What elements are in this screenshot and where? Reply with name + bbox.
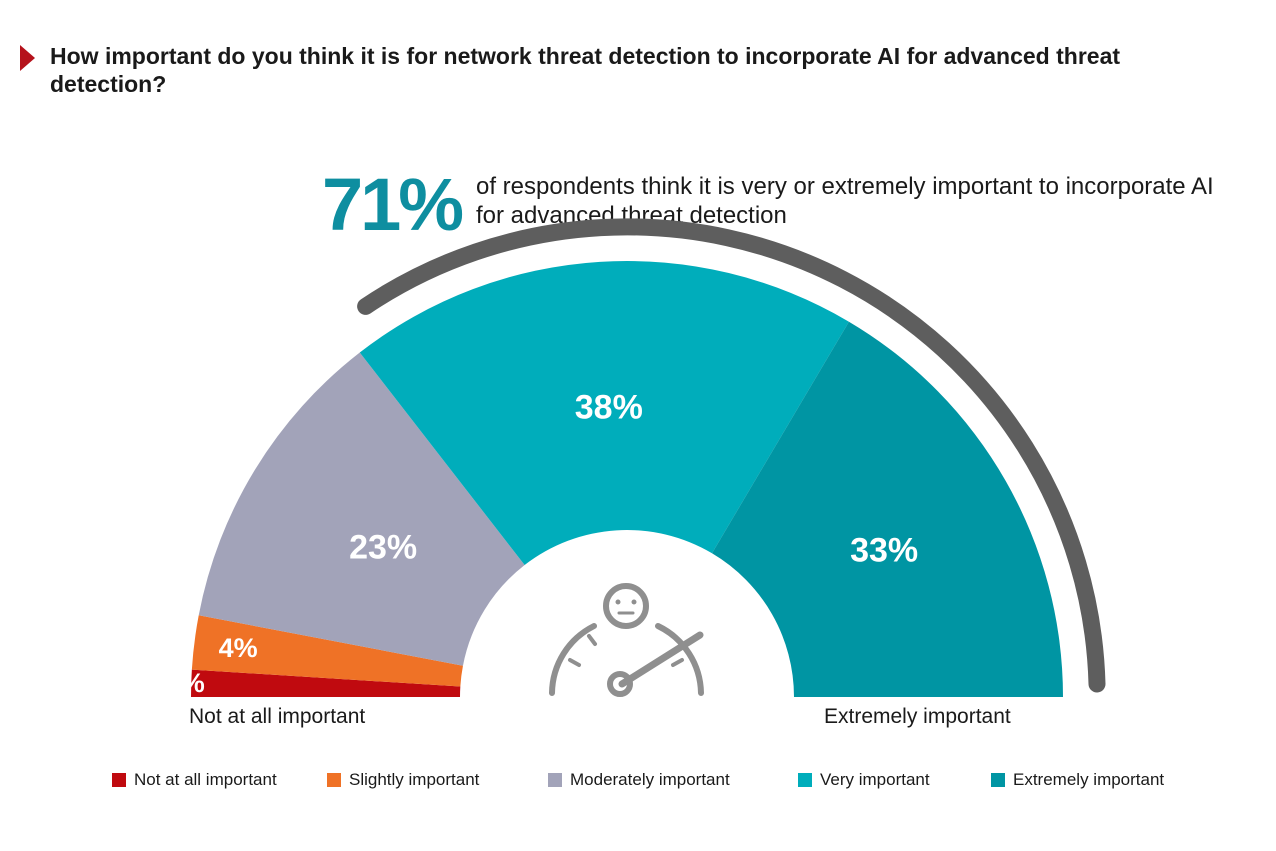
gauge-slices — [191, 260, 1063, 697]
gauge-end-label: Extremely important — [824, 705, 1011, 728]
legend-item-not-at-all: Not at all important — [112, 770, 277, 790]
legend-label: Not at all important — [134, 770, 277, 789]
slice-value-label: 4% — [219, 633, 258, 663]
highlight-value: 71% — [322, 163, 464, 246]
gauge-slice-3 — [198, 352, 525, 666]
legend-label: Moderately important — [570, 770, 730, 789]
gauge-slice-2 — [191, 615, 463, 687]
gauge-slice-5 — [712, 321, 1063, 697]
legend-label: Slightly important — [349, 770, 480, 789]
legend-swatch — [798, 773, 812, 787]
legend-label: Very important — [820, 770, 930, 789]
slice-value-label: 33% — [850, 531, 918, 569]
legend-swatch — [991, 773, 1005, 787]
legend-swatch — [112, 773, 126, 787]
slice-value-label: 2% — [166, 668, 205, 698]
legend-swatch — [327, 773, 341, 787]
bracket-arc — [357, 218, 1106, 693]
gauge-slice-labels: 2% 4% 23% 38% 33% — [166, 389, 918, 699]
highlight-text: of respondents think it is very or extre… — [476, 173, 1214, 229]
legend-item-extremely: Extremely important — [991, 770, 1164, 790]
slice-value-label: 38% — [575, 389, 643, 427]
gauge-slice-4 — [359, 260, 849, 566]
question-marker-icon — [20, 45, 35, 71]
gauge-slice-1 — [191, 669, 461, 697]
speedometer-smiley-icon — [549, 583, 704, 697]
gauge-start-label: Not at all important — [189, 705, 366, 728]
legend: Not at all important Slightly important … — [112, 770, 1232, 794]
slice-value-label: 23% — [349, 529, 417, 567]
legend-swatch — [548, 773, 562, 787]
legend-item-very: Very important — [798, 770, 930, 790]
legend-label: Extremely important — [1013, 770, 1165, 789]
legend-item-moderately: Moderately important — [548, 770, 730, 790]
question-title: How important do you think it is for net… — [50, 43, 1121, 97]
legend-item-slightly: Slightly important — [327, 770, 479, 790]
